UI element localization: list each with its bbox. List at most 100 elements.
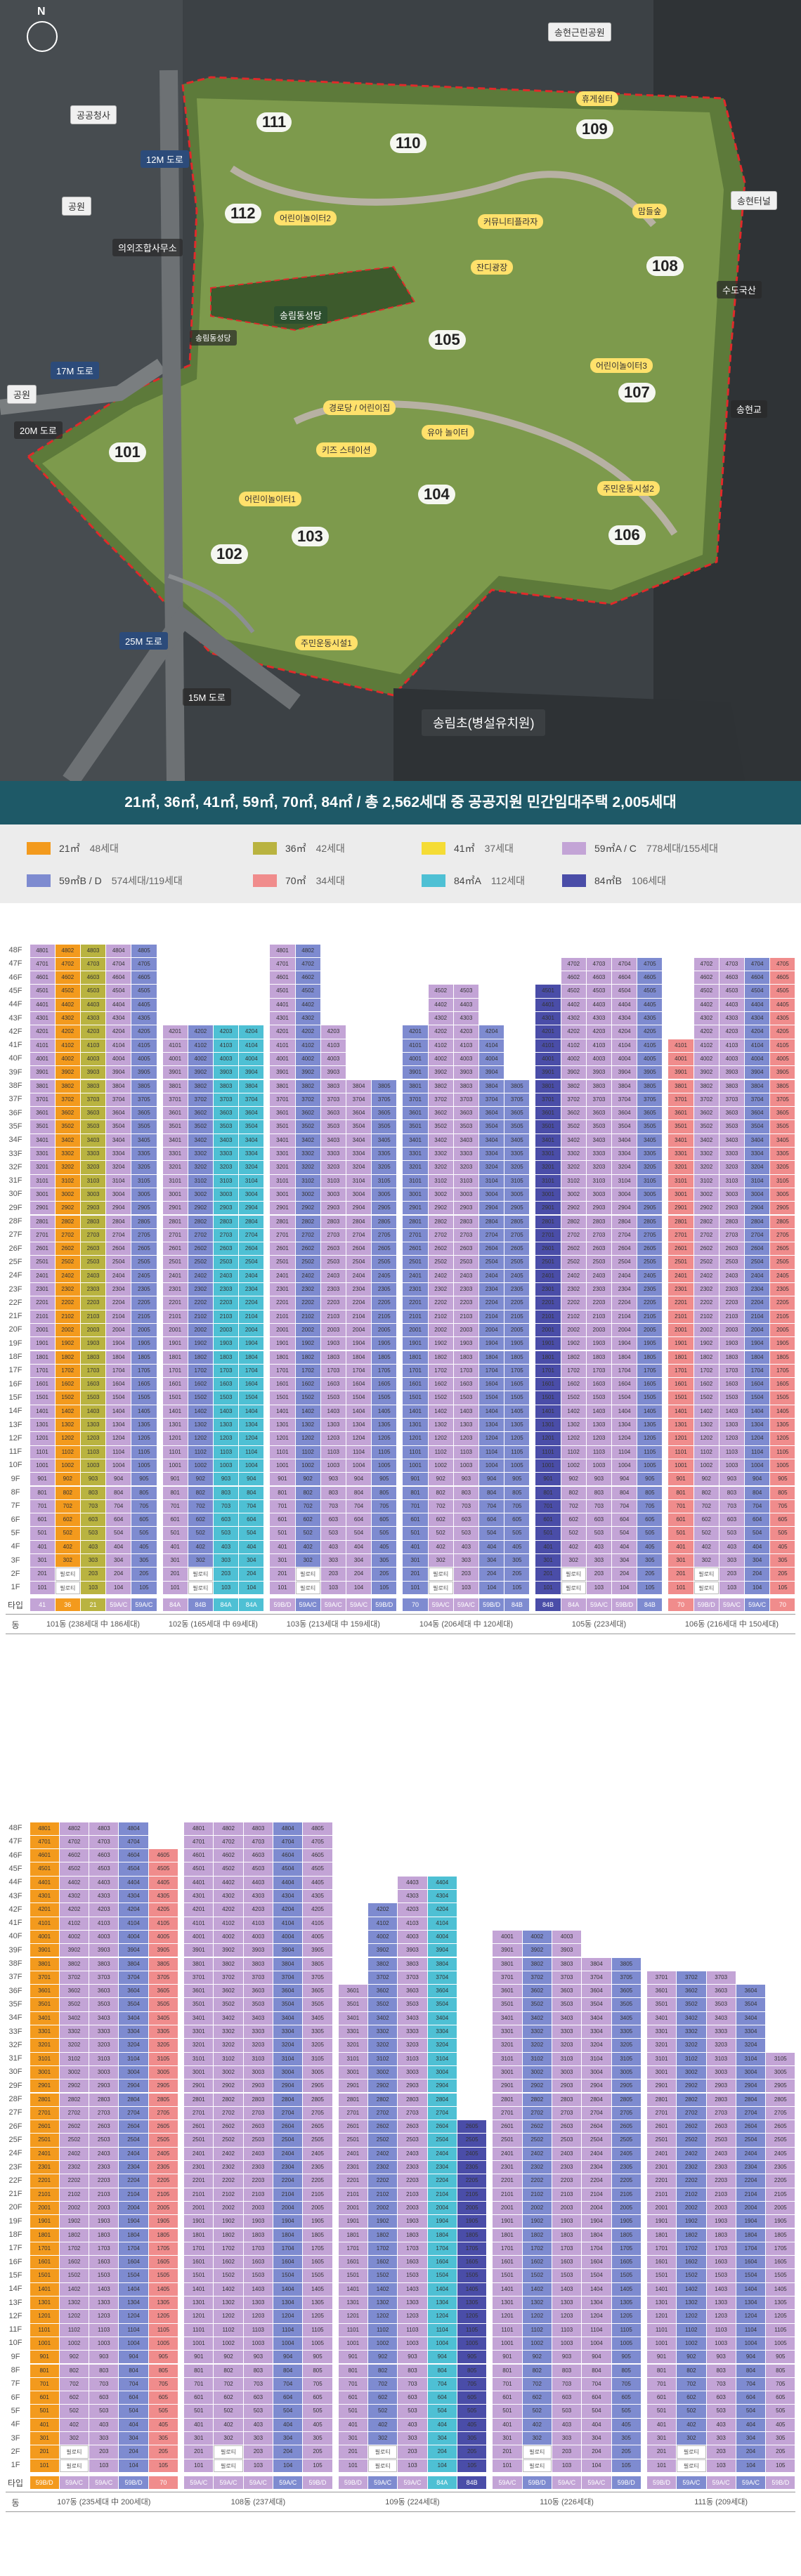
unit-cell: 3904 <box>427 1944 457 1957</box>
building-101[interactable]: 101 <box>109 442 146 463</box>
building-110[interactable]: 110 <box>390 133 426 154</box>
unit-cell: 4003 <box>586 1052 612 1066</box>
unit-cell: 1102 <box>677 2323 706 2337</box>
unit-cell: 3504 <box>273 1998 303 2011</box>
unit-cell: 802 <box>428 1486 453 1499</box>
unit-cell: 204 <box>346 1568 372 1581</box>
unit-cell: 3101 <box>162 1174 188 1188</box>
unit-cell: 1003 <box>243 2337 273 2351</box>
unit-cell: 902 <box>59 2351 89 2364</box>
unit-cell: 301 <box>535 1554 561 1568</box>
unit-cell: 2003 <box>243 2201 273 2215</box>
building-107[interactable]: 107 <box>618 383 656 403</box>
unit-cell: 4201 <box>403 1025 428 1039</box>
unit-cell: 201 <box>270 1568 295 1581</box>
unit-cell: 4301 <box>30 1890 59 1903</box>
floor-label: 16F <box>8 1379 22 1388</box>
unit-cell: 4103 <box>89 1917 119 1930</box>
building-109[interactable]: 109 <box>576 119 613 140</box>
unit-cell: 3103 <box>586 1174 612 1188</box>
unit-cell: 1804 <box>427 2228 457 2242</box>
unit-cell: 3603 <box>320 1107 346 1120</box>
floor-label: 1F <box>11 2461 20 2470</box>
unit-cell: 3103 <box>552 2052 582 2065</box>
unit-cell: 1602 <box>561 1378 586 1391</box>
unit-cell: 2404 <box>239 1269 264 1282</box>
unit-cell: 703 <box>80 1499 106 1513</box>
unit-cell: 4203 <box>213 1025 239 1039</box>
unit-cell: 3905 <box>770 1066 795 1079</box>
unit-cell: 2701 <box>646 2106 677 2120</box>
unit-cell: 2805 <box>303 2093 332 2106</box>
unit-cell: 3502 <box>188 1120 213 1133</box>
unit-cell: 402 <box>428 1540 453 1553</box>
unit-cell: 2302 <box>214 2161 243 2174</box>
building-108[interactable]: 108 <box>646 256 684 277</box>
unit-cell: 404 <box>612 1540 637 1553</box>
unit-cell: 2804 <box>582 2093 611 2106</box>
unit-cell: 3205 <box>148 2039 178 2052</box>
building-111[interactable]: 111 <box>256 112 292 133</box>
unit-cell: 3603 <box>706 1985 736 1998</box>
unit-cell: 2103 <box>89 2188 119 2201</box>
unit-cell: 2302 <box>561 1283 586 1296</box>
unit-cell: 1704 <box>582 2242 611 2256</box>
unit-cell: 2304 <box>119 2161 148 2174</box>
unit-cell: 2201 <box>493 2174 522 2188</box>
unit-cell: 4103 <box>213 1039 239 1052</box>
unit-cell: 3205 <box>303 2039 332 2052</box>
unit-cell: 604 <box>239 1513 264 1527</box>
building-103[interactable]: 103 <box>292 527 329 547</box>
unit-cell: 3805 <box>637 1079 663 1093</box>
unit-cell: 602 <box>188 1513 213 1527</box>
unit-cell: 2403 <box>398 2147 427 2160</box>
unit-cell: 1605 <box>131 1378 157 1391</box>
unit-cell: 1204 <box>239 1432 264 1445</box>
unit-cell: 2402 <box>295 1269 320 1282</box>
unit-cell: 704 <box>582 2377 611 2391</box>
unit-cell: 2803 <box>320 1215 346 1228</box>
unit-cell: 3901 <box>535 1066 561 1079</box>
unit-cell: 2302 <box>677 2161 706 2174</box>
unit-cell: 4401 <box>30 1876 59 1889</box>
unit-cell: 2603 <box>398 2120 427 2134</box>
label-school: 송림동성당 <box>274 306 327 324</box>
floor-label: 46F <box>8 973 22 982</box>
unit-cell: 3003 <box>80 1188 106 1202</box>
unit-cell: 3304 <box>119 2025 148 2039</box>
unit-cell: 402 <box>561 1540 586 1553</box>
unit-cell: 2704 <box>736 2106 766 2120</box>
unit-cell: 1905 <box>303 2215 332 2228</box>
unit-cell: 2603 <box>320 1242 346 1256</box>
unit-cell: 2002 <box>59 2201 89 2215</box>
unit-cell: 1905 <box>457 2215 487 2228</box>
unit-cell: 705 <box>770 1499 795 1513</box>
unit-cell: 3201 <box>646 2039 677 2052</box>
unit-cell: 103 <box>453 1581 478 1594</box>
unit-cell: 2505 <box>372 1256 397 1269</box>
unit-cell: 401 <box>646 2418 677 2431</box>
unit-cell: 1603 <box>586 1378 612 1391</box>
building-104[interactable]: 104 <box>418 485 455 505</box>
unit-cell: 3001 <box>162 1188 188 1202</box>
unit-cell: 3305 <box>504 1148 530 1161</box>
building-105[interactable]: 105 <box>429 330 466 350</box>
unit-cell: 4803 <box>89 1822 119 1835</box>
unit-cell: 2303 <box>586 1283 612 1296</box>
unit-cell: 2801 <box>30 2093 59 2106</box>
unit-cell: 2804 <box>239 1215 264 1228</box>
unit-cell: 3801 <box>184 1957 214 1971</box>
floor-chart-top: 48F 47F 46F 45F 44F 43F 42F 41F 40F 39F 38F 37F 36F 3… <box>0 934 801 1721</box>
building-106[interactable]: 106 <box>608 525 646 546</box>
unit-cell: 905 <box>504 1473 530 1486</box>
unit-cell: 1105 <box>637 1445 663 1459</box>
building-112[interactable]: 112 <box>225 204 261 224</box>
unit-cell: 4704 <box>745 957 770 971</box>
unit-cell: 2802 <box>188 1215 213 1228</box>
building-102[interactable]: 102 <box>211 544 248 565</box>
unit-cell: 203 <box>213 1568 239 1581</box>
unit-cell: 1104 <box>346 1445 372 1459</box>
unit-cell: 502 <box>59 2405 89 2418</box>
unit-cell: 3405 <box>504 1133 530 1147</box>
unit-cell: 2904 <box>582 2079 611 2093</box>
